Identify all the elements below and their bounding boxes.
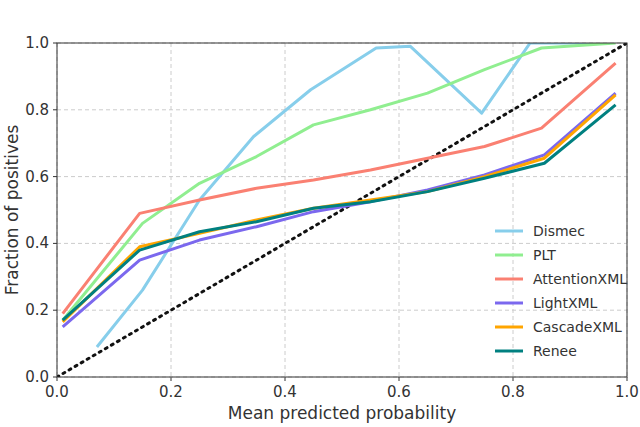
x-tick	[57, 377, 58, 381]
x-tick	[285, 377, 286, 381]
y-tick-label: 0.8	[25, 101, 49, 119]
x-tick-label: 0.6	[387, 383, 411, 401]
x-grid-line	[285, 43, 286, 377]
y-tick	[53, 176, 57, 177]
legend-label: PLT	[533, 247, 556, 263]
x-tick	[171, 377, 172, 381]
legend: Dismec PLT AttentionXML LightXML CascadeXML R…	[495, 223, 627, 359]
chart: 0.00.20.40.60.81.00.00.20.40.60.81.0Mean…	[0, 0, 640, 427]
legend-label: LightXML	[533, 295, 598, 311]
y-axis-label: Fraction of positives	[2, 125, 22, 296]
series-line	[63, 105, 616, 320]
x-tick-label: 0.2	[159, 383, 183, 401]
y-tick-label: 0.4	[25, 234, 49, 252]
x-tick-label: 1.0	[615, 383, 639, 401]
legend-swatch	[495, 278, 523, 281]
series-line	[63, 95, 616, 322]
y-grid-line	[57, 109, 627, 110]
x-tick	[513, 377, 514, 381]
y-tick-label: 0.6	[25, 168, 49, 186]
series-line	[97, 43, 610, 347]
y-tick	[53, 243, 57, 244]
x-tick-label: 0.4	[273, 383, 297, 401]
plot-area	[57, 43, 627, 377]
x-tick	[399, 377, 400, 381]
legend-label: Renee	[533, 343, 577, 359]
series-line	[63, 93, 616, 327]
y-tick	[53, 109, 57, 110]
y-tick-label: 0.0	[25, 368, 49, 386]
legend-label: Dismec	[533, 223, 585, 239]
x-axis-label: Mean predicted probability	[228, 403, 456, 423]
y-tick	[53, 310, 57, 311]
legend-swatch	[495, 350, 523, 353]
y-tick	[53, 43, 57, 44]
y-tick-label: 1.0	[25, 34, 49, 52]
legend-swatch	[495, 230, 523, 233]
reference-diagonal	[57, 43, 627, 377]
legend-swatch	[495, 326, 523, 329]
legend-swatch	[495, 254, 523, 257]
x-grid-line	[171, 43, 172, 377]
y-tick	[53, 377, 57, 378]
y-tick-label: 0.2	[25, 301, 49, 319]
plot-background	[57, 43, 627, 377]
legend-swatch	[495, 302, 523, 305]
legend-label: AttentionXML	[533, 271, 627, 287]
x-tick	[627, 377, 628, 381]
legend-label: CascadeXML	[533, 319, 622, 335]
plot-frame	[57, 43, 627, 377]
y-grid-line	[57, 243, 627, 244]
x-grid-line	[399, 43, 400, 377]
x-tick-label: 0.8	[501, 383, 525, 401]
